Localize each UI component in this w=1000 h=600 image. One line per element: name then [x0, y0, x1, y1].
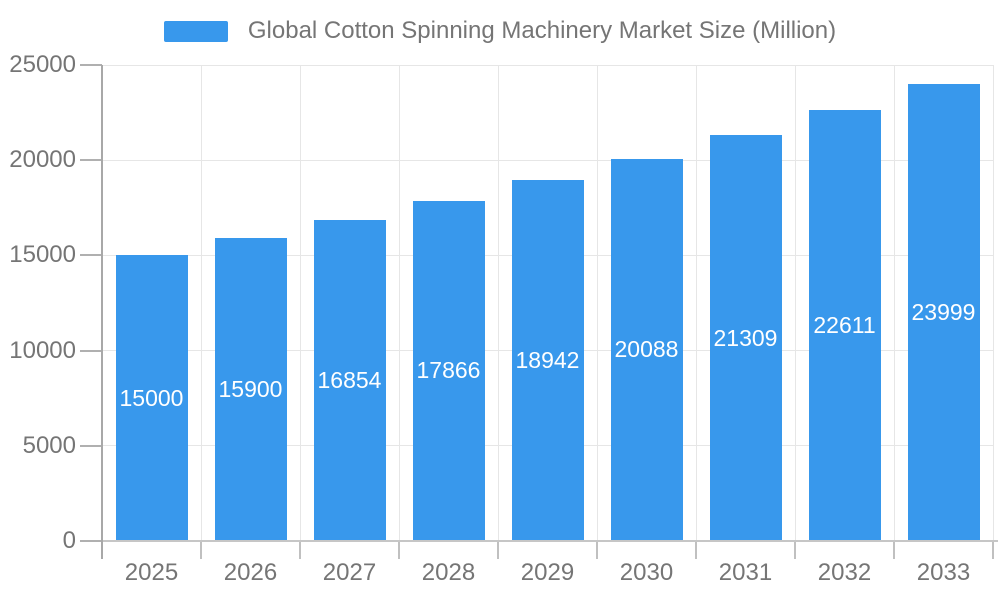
- y-axis-tick: [80, 540, 102, 542]
- bar-value-label: 20088: [614, 336, 679, 363]
- bar-value-label: 18942: [515, 347, 580, 374]
- x-axis-tick: [794, 541, 796, 559]
- bar-value-label: 23999: [911, 299, 976, 326]
- bar-value-label: 15000: [119, 384, 184, 411]
- bar-value-label: 22611: [813, 312, 876, 339]
- x-axis-label: 2026: [223, 559, 278, 586]
- bar[interactable]: 15000: [115, 255, 188, 541]
- x-gridline: [596, 65, 598, 541]
- legend[interactable]: Global Cotton Spinning Machinery Market …: [0, 16, 1000, 46]
- y-axis-label: 10000: [9, 336, 76, 364]
- x-axis-label: 2025: [124, 559, 179, 586]
- y-axis-tick: [80, 444, 102, 447]
- x-axis-tick: [893, 541, 895, 559]
- x-axis-tick: [299, 541, 301, 559]
- x-axis-tick: [200, 541, 202, 559]
- bar-value-label: 21309: [713, 324, 778, 351]
- bar[interactable]: 20088: [610, 158, 683, 541]
- legend-label: Global Cotton Spinning Machinery Market …: [247, 17, 837, 44]
- x-axis-tick: [497, 541, 499, 559]
- x-axis-label: 2033: [916, 559, 971, 586]
- x-axis-label: 2027: [322, 559, 377, 586]
- x-axis-label: 2031: [718, 559, 773, 586]
- x-axis-tick: [992, 541, 994, 559]
- y-axis-label: 0: [62, 527, 76, 554]
- bar-value-label: 17866: [416, 357, 481, 384]
- y-axis-tick: [80, 159, 102, 162]
- x-gridline: [497, 65, 499, 541]
- plot-area: 15000 15900 16854 17866 18942 20088 21309 22611…: [102, 64, 994, 541]
- y-axis-tick: [80, 254, 102, 257]
- x-axis-label: 2032: [817, 559, 872, 586]
- x-axis-label: 2030: [619, 559, 674, 586]
- x-axis-tick: [398, 541, 400, 559]
- x-gridline: [992, 65, 994, 541]
- bar[interactable]: 22611: [808, 110, 881, 541]
- bar[interactable]: 21309: [709, 135, 782, 541]
- bar[interactable]: 17866: [412, 200, 485, 541]
- bar-value-label: 15900: [218, 376, 283, 403]
- x-gridline: [695, 65, 697, 541]
- bar[interactable]: 15900: [214, 238, 287, 541]
- x-gridline: [893, 65, 895, 541]
- y-gridline: [102, 64, 993, 66]
- x-gridline: [398, 65, 400, 541]
- y-axis-line: [101, 65, 103, 559]
- bar[interactable]: 23999: [907, 84, 980, 541]
- bar[interactable]: 18942: [511, 180, 584, 541]
- legend-swatch-icon: [163, 20, 228, 42]
- y-gridline: [102, 159, 993, 161]
- y-axis-label: 15000: [9, 241, 76, 269]
- x-gridline: [200, 65, 202, 541]
- y-axis-tick: [80, 64, 102, 66]
- y-axis-label: 25000: [9, 51, 76, 78]
- x-axis-line: [102, 540, 998, 542]
- bar-value-label: 16854: [317, 367, 382, 394]
- x-axis-tick: [695, 541, 697, 559]
- x-gridline: [299, 65, 301, 541]
- x-axis-tick: [596, 541, 598, 559]
- bar[interactable]: 16854: [313, 220, 386, 541]
- x-axis-label: 2029: [520, 559, 575, 586]
- x-gridline: [794, 65, 796, 541]
- y-axis-label: 20000: [9, 146, 76, 174]
- x-axis-label: 2028: [421, 559, 476, 586]
- y-axis-label: 5000: [22, 431, 76, 459]
- y-axis-tick: [80, 349, 102, 352]
